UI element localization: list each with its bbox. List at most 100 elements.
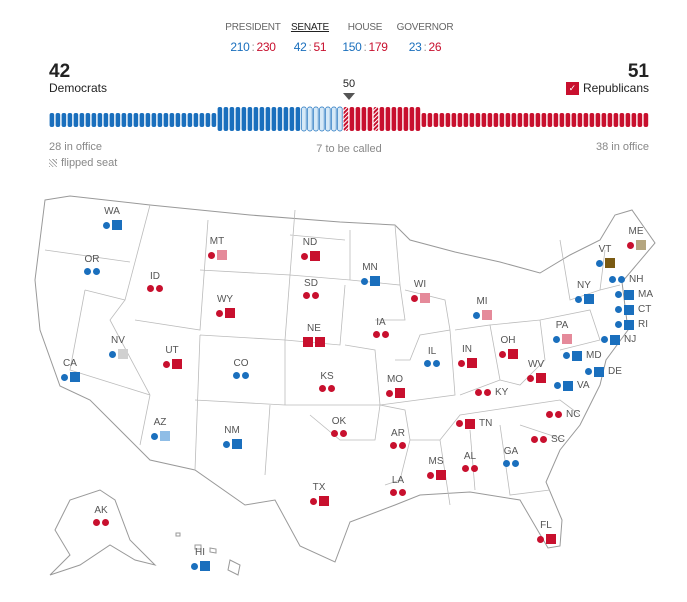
state-la[interactable]: LA: [378, 475, 418, 496]
seat-rep-in-office: [595, 113, 601, 127]
state-pa[interactable]: PA: [542, 320, 582, 344]
state-label: MD: [586, 350, 602, 361]
rep-label: Republicans: [582, 81, 649, 95]
tab-house[interactable]: HOUSE: [347, 22, 383, 33]
incumbent-dot-icon: [498, 350, 506, 358]
state-vt[interactable]: VT: [585, 244, 625, 268]
state-borders: [44, 204, 621, 506]
seat-rep-in-office: [529, 113, 535, 127]
state-ma[interactable]: MA: [614, 289, 653, 300]
tab-governor[interactable]: GOVERNOR: [396, 22, 454, 33]
state-ok[interactable]: OK: [319, 416, 359, 437]
incumbent-dot-icon: [614, 306, 622, 313]
seat-dem-in-office: [49, 113, 55, 127]
state-id[interactable]: ID: [135, 271, 175, 292]
state-de[interactable]: DE: [584, 366, 622, 377]
state-nh[interactable]: NH: [608, 274, 643, 285]
state-me[interactable]: ME: [616, 226, 656, 250]
seat-dem-in-office: [61, 113, 67, 127]
seat-dem-won: [259, 107, 265, 131]
race-result-square-icon: [466, 358, 477, 368]
incumbent-dot-icon: [545, 411, 553, 418]
incumbent-dot-icon: [536, 535, 544, 543]
seat-dem-in-office: [205, 113, 211, 127]
state-md[interactable]: MD: [562, 350, 602, 361]
state-tn[interactable]: TN: [455, 418, 492, 429]
state-ne[interactable]: NE: [294, 323, 334, 347]
state-ak[interactable]: AK: [81, 505, 121, 526]
state-fl[interactable]: FL: [526, 520, 566, 544]
state-wy[interactable]: WY: [205, 294, 245, 318]
rep-in-office: 38 in office: [595, 141, 649, 153]
score-separator: :: [308, 40, 312, 54]
state-ms[interactable]: MS: [416, 456, 456, 480]
state-nj[interactable]: NJ: [600, 334, 636, 345]
majority-label: 50: [342, 78, 356, 90]
state-sd[interactable]: SD: [291, 278, 331, 299]
state-ga[interactable]: GA: [491, 446, 531, 467]
state-ar[interactable]: AR: [378, 428, 418, 449]
state-mi[interactable]: MI: [462, 296, 502, 320]
state-nm[interactable]: NM: [212, 425, 252, 449]
state-mo[interactable]: MO: [375, 374, 415, 398]
seat-rep-won: [385, 107, 391, 131]
state-hi[interactable]: HI: [180, 547, 220, 571]
incumbent-dot-icon: [93, 519, 100, 526]
incumbent-dot-icon: [554, 411, 562, 418]
tab-president[interactable]: PRESIDENT: [225, 22, 281, 33]
state-ky[interactable]: KY: [474, 387, 508, 398]
state-mn[interactable]: MN: [350, 262, 390, 286]
seat-rep-in-office: [577, 113, 583, 127]
state-nc[interactable]: NC: [545, 409, 580, 420]
state-va[interactable]: VA: [553, 380, 590, 391]
state-wv[interactable]: WV: [516, 359, 556, 383]
incumbent-dot-icon: [319, 385, 326, 392]
state-ct[interactable]: CT: [614, 304, 651, 315]
state-tx[interactable]: TX: [299, 482, 339, 506]
state-nv[interactable]: NV: [98, 335, 138, 359]
incumbent-dot-icon: [190, 562, 198, 570]
state-nd[interactable]: ND: [290, 237, 330, 261]
state-in[interactable]: IN: [447, 344, 487, 368]
state-label: MA: [638, 289, 653, 300]
tab-score[interactable]: 150:179: [330, 40, 400, 54]
state-wa[interactable]: WA: [92, 206, 132, 230]
state-label: OR: [84, 254, 100, 265]
state-label: OH: [500, 335, 516, 346]
seat-rep-won: [367, 107, 373, 131]
tab-score[interactable]: 42:51: [275, 40, 345, 54]
race-result-square-icon: [369, 276, 380, 286]
seat-uncalled: [337, 106, 343, 132]
seat-rep-in-office: [469, 113, 475, 127]
tab-score[interactable]: 23:26: [390, 40, 460, 54]
state-az[interactable]: AZ: [140, 417, 180, 441]
state-ia[interactable]: IA: [361, 317, 401, 338]
state-ri[interactable]: RI: [614, 319, 648, 330]
state-label: NE: [307, 323, 321, 334]
state-ut[interactable]: UT: [152, 345, 192, 369]
state-ks[interactable]: KS: [307, 371, 347, 392]
state-sc[interactable]: SC: [530, 434, 565, 445]
state-label: IL: [427, 346, 437, 357]
alaska-outline: [49, 489, 157, 576]
state-label: MO: [386, 374, 404, 385]
state-or[interactable]: OR: [72, 254, 112, 275]
state-il[interactable]: IL: [412, 346, 452, 367]
race-result-square-icon: [303, 337, 313, 347]
state-oh[interactable]: OH: [488, 335, 528, 359]
seat-rep-in-office: [607, 113, 613, 127]
state-al[interactable]: AL: [450, 451, 490, 472]
state-label: NC: [566, 409, 581, 420]
tab-score[interactable]: 210:230: [218, 40, 288, 54]
state-wi[interactable]: WI: [400, 279, 440, 303]
state-co[interactable]: CO: [221, 358, 261, 379]
incumbent-dot-icon: [483, 389, 491, 396]
state-ny[interactable]: NY: [564, 280, 604, 304]
state-mt[interactable]: MT: [197, 236, 237, 260]
tab-senate[interactable]: SENATE: [290, 22, 330, 33]
to-be-called: 7 to be called: [316, 143, 382, 155]
race-result-square-icon: [318, 496, 329, 506]
state-ca[interactable]: CA: [50, 358, 90, 382]
seat-rep-in-office: [589, 113, 595, 127]
race-result-square-icon: [535, 373, 546, 383]
